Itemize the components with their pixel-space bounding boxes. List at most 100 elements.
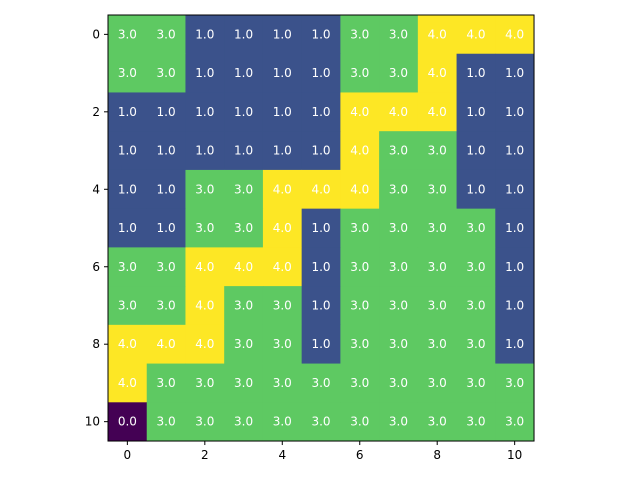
heatmap-cell bbox=[417, 286, 457, 326]
heatmap-cell bbox=[417, 131, 457, 171]
cell-value-label: 1.0 bbox=[311, 337, 330, 351]
cell-value-label: 1.0 bbox=[234, 27, 253, 41]
heatmap-cell bbox=[417, 363, 457, 403]
cell-value-label: 1.0 bbox=[195, 144, 214, 158]
x-tick-label: 2 bbox=[201, 448, 209, 462]
heatmap-cell bbox=[185, 363, 225, 403]
heatmap-cell bbox=[146, 324, 186, 364]
heatmap-cell bbox=[108, 247, 148, 287]
cell-value-label: 3.0 bbox=[389, 144, 408, 158]
heatmap-cell bbox=[379, 92, 419, 132]
cell-value-label: 1.0 bbox=[273, 105, 292, 119]
cell-value-label: 3.0 bbox=[389, 182, 408, 196]
heatmap-cell bbox=[185, 402, 225, 442]
heatmap-cell bbox=[146, 53, 186, 93]
heatmap-cell bbox=[185, 53, 225, 93]
cell-value-label: 3.0 bbox=[157, 415, 176, 429]
heatmap-cell bbox=[379, 286, 419, 326]
heatmap-cell bbox=[224, 363, 264, 403]
heatmap-cell bbox=[495, 363, 535, 403]
cell-value-label: 4.0 bbox=[273, 221, 292, 235]
cell-value-label: 3.0 bbox=[350, 298, 369, 312]
cell-value-label: 1.0 bbox=[195, 27, 214, 41]
cell-value-label: 1.0 bbox=[466, 66, 485, 80]
cell-value-label: 3.0 bbox=[234, 182, 253, 196]
x-tick-label: 0 bbox=[124, 448, 132, 462]
cell-value-label: 1.0 bbox=[311, 66, 330, 80]
heatmap-cell bbox=[146, 247, 186, 287]
cell-value-label: 4.0 bbox=[389, 105, 408, 119]
cell-value-label: 3.0 bbox=[350, 66, 369, 80]
cell-value-label: 3.0 bbox=[311, 376, 330, 390]
heatmap-cell bbox=[262, 53, 303, 93]
heatmap-cell bbox=[185, 169, 225, 210]
heatmap-cell bbox=[146, 363, 186, 403]
heatmap-cell bbox=[185, 324, 225, 364]
cell-value-label: 4.0 bbox=[118, 337, 137, 351]
heatmap-cell bbox=[185, 208, 225, 248]
heatmap-cell bbox=[224, 324, 264, 364]
heatmap-cell bbox=[417, 402, 457, 442]
heatmap-cell bbox=[456, 286, 496, 326]
cell-value-label: 3.0 bbox=[234, 376, 253, 390]
cell-value-label: 3.0 bbox=[350, 260, 369, 274]
cell-value-label: 1.0 bbox=[157, 144, 176, 158]
heatmap-cell bbox=[301, 169, 341, 210]
cell-value-label: 3.0 bbox=[118, 66, 137, 80]
heatmap-cell bbox=[108, 131, 148, 171]
x-tick-label: 4 bbox=[278, 448, 286, 462]
y-tick-label: 4 bbox=[92, 182, 100, 196]
cell-value-label: 1.0 bbox=[505, 182, 524, 196]
cell-value-label: 4.0 bbox=[234, 260, 253, 274]
cell-value-label: 1.0 bbox=[118, 221, 137, 235]
heatmap-cell bbox=[379, 53, 419, 93]
cell-value-label: 1.0 bbox=[273, 27, 292, 41]
cell-value-label: 4.0 bbox=[466, 27, 485, 41]
cell-value-label: 3.0 bbox=[157, 376, 176, 390]
heatmap-cell bbox=[185, 286, 225, 326]
heatmap-cell bbox=[185, 15, 225, 55]
heatmap-cell bbox=[495, 286, 535, 326]
cell-value-label: 1.0 bbox=[311, 298, 330, 312]
heatmap-cell bbox=[146, 286, 186, 326]
cell-value-label: 1.0 bbox=[234, 105, 253, 119]
heatmap-cell bbox=[146, 131, 186, 171]
heatmap-cell bbox=[340, 286, 380, 326]
heatmap-cell bbox=[417, 53, 457, 93]
cell-value-label: 1.0 bbox=[157, 105, 176, 119]
cell-value-label: 3.0 bbox=[157, 260, 176, 274]
heatmap-cell bbox=[146, 208, 186, 248]
heatmap-cell bbox=[224, 286, 264, 326]
cell-value-label: 3.0 bbox=[350, 376, 369, 390]
cell-value-label: 4.0 bbox=[428, 27, 447, 41]
heatmap-cell bbox=[456, 131, 496, 171]
cell-value-label: 3.0 bbox=[118, 260, 137, 274]
cell-value-label: 3.0 bbox=[428, 415, 447, 429]
heatmap-cell bbox=[224, 53, 264, 93]
cell-value-label: 4.0 bbox=[505, 27, 524, 41]
heatmap-cell bbox=[417, 169, 457, 210]
heatmap-cell bbox=[456, 247, 496, 287]
cell-value-label: 4.0 bbox=[350, 144, 369, 158]
heatmap-cell bbox=[301, 247, 341, 287]
heatmap-cell bbox=[224, 131, 264, 171]
cell-value-label: 3.0 bbox=[157, 66, 176, 80]
heatmap-cell bbox=[108, 402, 148, 442]
heatmap-cell bbox=[379, 363, 419, 403]
heatmap-cell bbox=[340, 247, 380, 287]
cell-value-label: 1.0 bbox=[505, 337, 524, 351]
heatmap-cell bbox=[340, 363, 380, 403]
cell-value-label: 3.0 bbox=[428, 182, 447, 196]
cell-value-label: 4.0 bbox=[428, 66, 447, 80]
heatmap-cell bbox=[379, 324, 419, 364]
heatmap-cell bbox=[108, 363, 148, 403]
cell-value-label: 4.0 bbox=[195, 260, 214, 274]
cell-value-label: 1.0 bbox=[157, 182, 176, 196]
heatmap-cell bbox=[456, 53, 496, 93]
cell-value-label: 3.0 bbox=[428, 260, 447, 274]
cell-value-label: 3.0 bbox=[428, 221, 447, 235]
heatmap-cell bbox=[108, 169, 148, 210]
cell-value-label: 3.0 bbox=[466, 415, 485, 429]
cell-value-label: 1.0 bbox=[311, 260, 330, 274]
